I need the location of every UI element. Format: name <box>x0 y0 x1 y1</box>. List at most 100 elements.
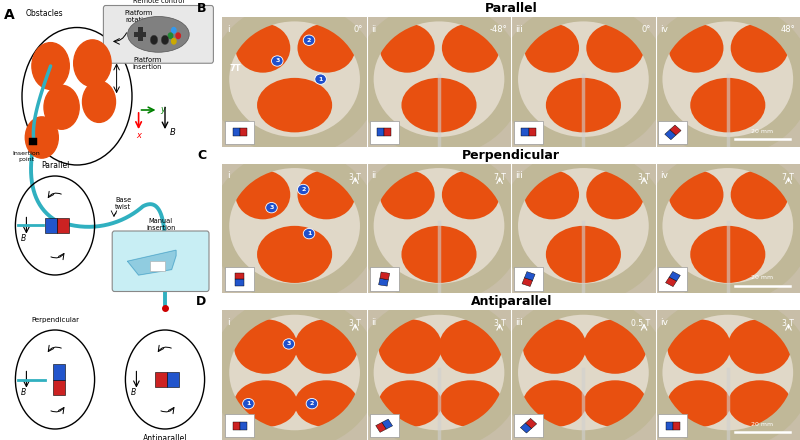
Ellipse shape <box>442 23 500 73</box>
Bar <box>526 418 537 429</box>
Text: 7T: 7T <box>230 64 242 73</box>
Bar <box>58 218 70 233</box>
Circle shape <box>211 297 378 440</box>
Ellipse shape <box>442 170 500 220</box>
Ellipse shape <box>730 170 789 220</box>
Text: iii: iii <box>515 171 523 180</box>
Bar <box>376 422 386 433</box>
Text: Remote control: Remote control <box>133 0 184 4</box>
Bar <box>522 128 529 136</box>
Text: Manual
insertion: Manual insertion <box>146 218 175 231</box>
Text: iv: iv <box>660 171 668 180</box>
Ellipse shape <box>522 380 586 427</box>
Bar <box>370 268 398 291</box>
Ellipse shape <box>583 319 647 374</box>
Bar <box>520 423 531 433</box>
Text: Perpendicular: Perpendicular <box>31 317 79 323</box>
Bar <box>226 414 254 437</box>
Ellipse shape <box>257 226 332 283</box>
FancyBboxPatch shape <box>103 5 214 63</box>
Bar <box>155 372 167 387</box>
Ellipse shape <box>235 23 290 73</box>
Circle shape <box>644 297 800 440</box>
Text: 3 T: 3 T <box>349 172 361 182</box>
Text: Base
twist: Base twist <box>115 197 131 210</box>
Text: Obstacles: Obstacles <box>25 10 63 18</box>
Text: Parallel: Parallel <box>485 2 538 15</box>
Text: 0.5 T: 0.5 T <box>630 319 650 328</box>
Bar <box>658 268 687 291</box>
Text: B: B <box>21 234 26 242</box>
Circle shape <box>74 40 111 87</box>
Text: Platform
insertion: Platform insertion <box>133 57 162 70</box>
Ellipse shape <box>586 23 644 73</box>
Polygon shape <box>128 250 176 275</box>
FancyBboxPatch shape <box>112 231 209 291</box>
Bar <box>377 128 384 136</box>
Circle shape <box>500 297 667 440</box>
Ellipse shape <box>402 226 477 283</box>
Ellipse shape <box>522 319 586 374</box>
Circle shape <box>211 4 378 154</box>
Ellipse shape <box>669 170 723 220</box>
Ellipse shape <box>378 380 442 427</box>
Text: i: i <box>226 25 230 33</box>
Bar <box>514 414 543 437</box>
Text: B: B <box>21 388 26 396</box>
Text: 3: 3 <box>286 341 291 346</box>
Text: B: B <box>197 2 206 15</box>
Text: 0°: 0° <box>353 25 362 33</box>
Bar <box>673 422 680 429</box>
Ellipse shape <box>402 78 477 132</box>
Bar <box>45 218 58 233</box>
Text: ii: ii <box>371 318 376 327</box>
Circle shape <box>82 81 115 122</box>
Text: 3 T: 3 T <box>494 319 506 328</box>
Circle shape <box>315 74 326 84</box>
Text: B: B <box>170 128 175 137</box>
Bar <box>226 121 254 144</box>
Bar <box>138 27 142 41</box>
Text: y: y <box>161 106 166 114</box>
Text: 3: 3 <box>270 205 274 210</box>
Bar <box>522 278 533 286</box>
Text: 2: 2 <box>310 401 314 406</box>
Text: A: A <box>5 8 15 22</box>
Circle shape <box>211 150 378 301</box>
Ellipse shape <box>730 23 789 73</box>
Ellipse shape <box>234 319 298 374</box>
Bar <box>665 130 676 140</box>
Bar <box>240 128 247 136</box>
Bar <box>514 268 543 291</box>
Text: 3: 3 <box>275 59 279 63</box>
Circle shape <box>176 33 181 38</box>
Circle shape <box>283 339 294 349</box>
Ellipse shape <box>728 380 791 427</box>
Bar <box>54 364 66 379</box>
Ellipse shape <box>583 380 647 427</box>
Ellipse shape <box>378 319 442 374</box>
Circle shape <box>168 33 173 38</box>
Text: 1: 1 <box>246 401 250 406</box>
Bar <box>669 271 680 281</box>
Text: i: i <box>226 318 230 327</box>
Text: ii: ii <box>371 25 376 33</box>
Circle shape <box>644 150 800 301</box>
Circle shape <box>355 4 522 154</box>
Bar <box>666 422 673 429</box>
Circle shape <box>162 35 169 44</box>
Ellipse shape <box>728 319 791 374</box>
Ellipse shape <box>380 170 434 220</box>
Text: 1: 1 <box>307 231 311 236</box>
Circle shape <box>303 228 315 239</box>
Circle shape <box>355 297 522 440</box>
Text: Insertion
point: Insertion point <box>13 151 40 162</box>
Circle shape <box>500 4 667 154</box>
Bar <box>666 277 677 286</box>
Text: iv: iv <box>660 318 668 327</box>
Bar <box>233 128 240 136</box>
Ellipse shape <box>294 319 358 374</box>
Bar <box>384 128 391 136</box>
Circle shape <box>44 85 79 129</box>
Bar <box>235 279 244 286</box>
